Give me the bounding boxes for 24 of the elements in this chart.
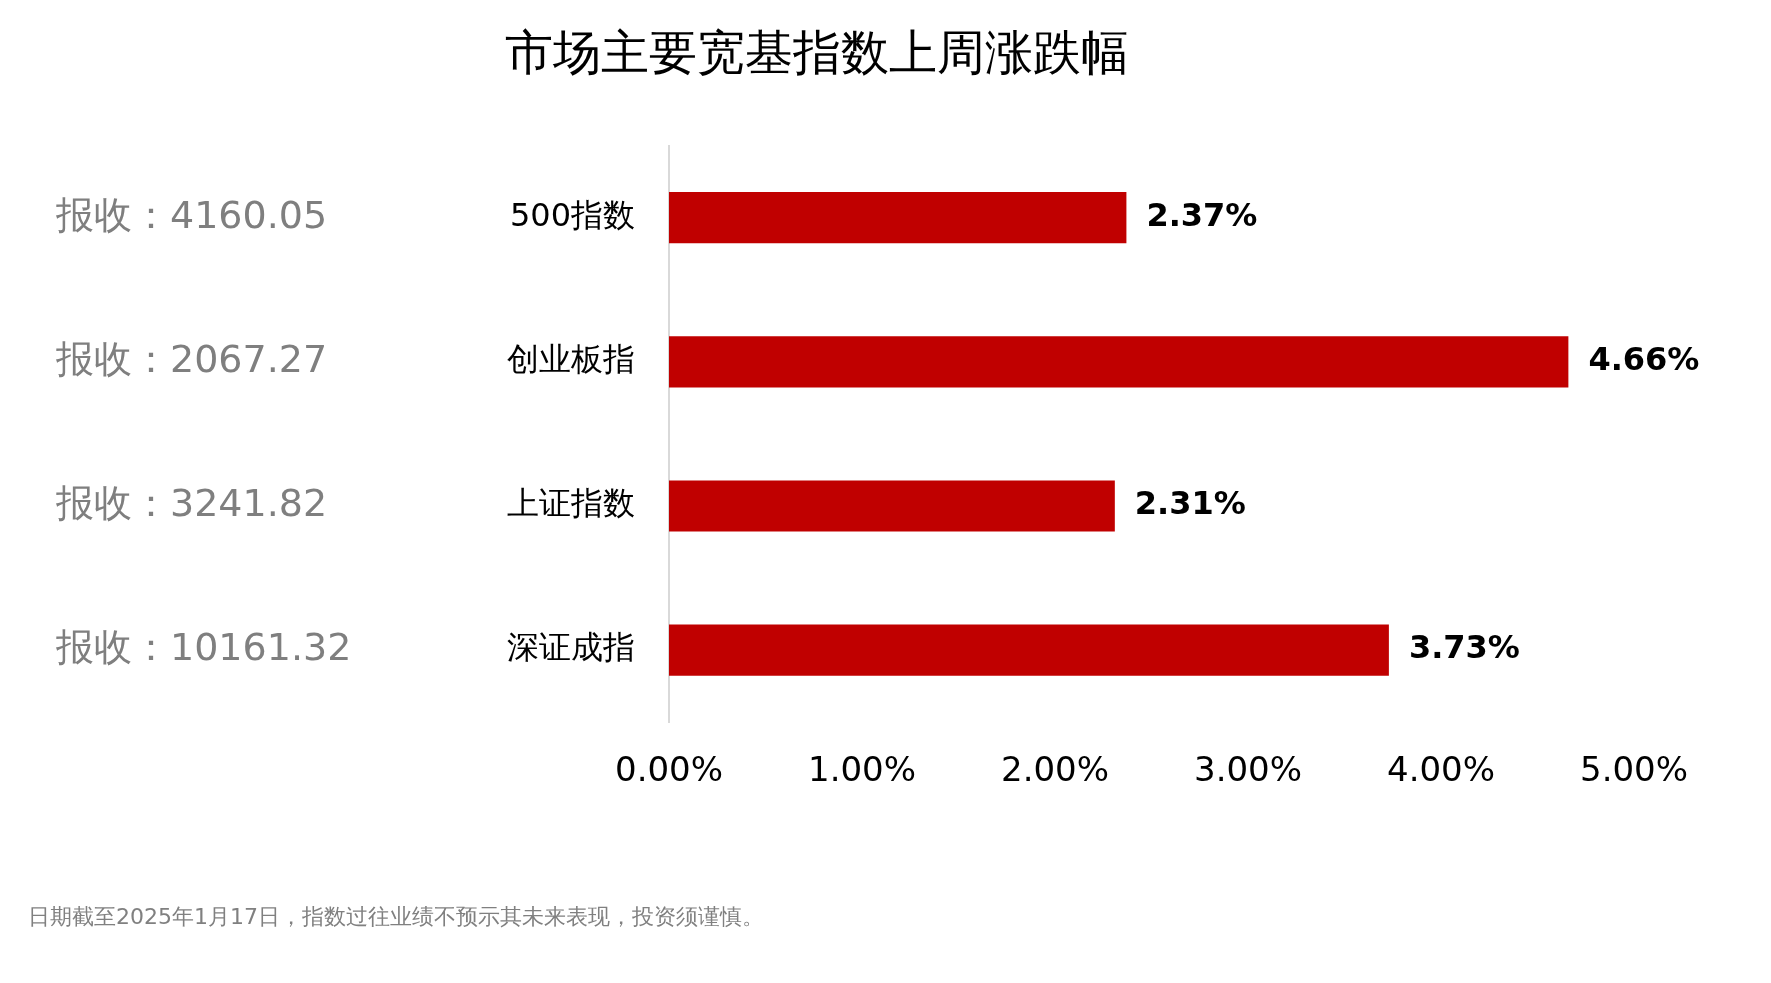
text: 报收：4160.05 bbox=[55, 192, 328, 237]
x-tick-label: 2.00% bbox=[1000, 749, 1110, 790]
y-tick-label: 创业板指 bbox=[507, 340, 635, 379]
x-tick-label: 1.00% bbox=[807, 749, 917, 790]
text: 报收：2067.27 bbox=[55, 336, 328, 381]
chart-title: 市场主要宽基指数上周涨跌幅 bbox=[505, 24, 1129, 81]
text: 日期截至2025年1月17日，指数过往业绩不预示其未来表现，投资须谨慎。 bbox=[28, 903, 764, 929]
x-tick-label: 3.00% bbox=[1193, 749, 1303, 790]
bar bbox=[669, 480, 1115, 532]
x-tick-label: 5.00% bbox=[1579, 749, 1689, 790]
data-label: 2.31% bbox=[1134, 484, 1246, 523]
data-label: 3.73% bbox=[1408, 628, 1520, 667]
text: 报收：10161.32 bbox=[55, 625, 352, 669]
bar bbox=[669, 192, 1127, 244]
y-tick-label: 上证指数 bbox=[507, 484, 635, 523]
bar bbox=[669, 336, 1569, 388]
y-tick-label: 深证成指 bbox=[507, 628, 635, 667]
text: 报收：3241.82 bbox=[55, 480, 328, 525]
data-label: 2.37% bbox=[1146, 195, 1258, 234]
x-tick-label: 0.00% bbox=[614, 749, 724, 790]
bar bbox=[669, 624, 1389, 676]
y-tick-label: 500指数 bbox=[509, 195, 635, 234]
data-label: 4.66% bbox=[1588, 340, 1700, 379]
x-tick-label: 4.00% bbox=[1386, 749, 1496, 790]
